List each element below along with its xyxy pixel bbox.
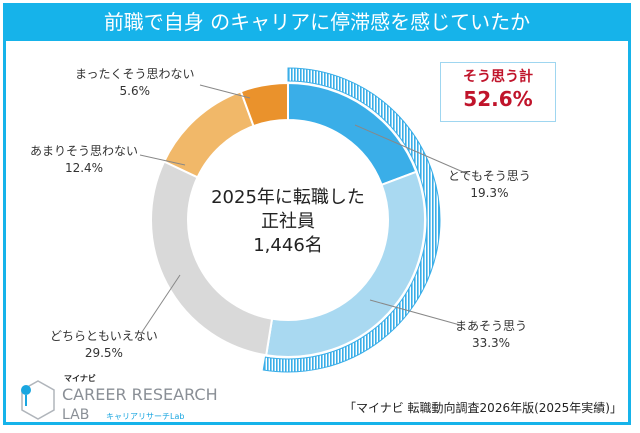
- summary-arc: [262, 67, 441, 373]
- chart-title: 前職で自身 のキャリアに停滞感を感じていたか: [3, 3, 631, 41]
- label-not-at-all: まったくそう思わない 5.6%: [75, 67, 195, 98]
- label-not-much: あまりそう思わない 12.4%: [30, 144, 139, 175]
- leader-line: [139, 274, 181, 336]
- summary-label: そう思う計: [463, 69, 533, 85]
- summary-value: 52.6%: [463, 87, 533, 111]
- logo-sub: キャリアリサーチLab: [106, 412, 185, 421]
- leader-line: [199, 84, 251, 99]
- source-note: 「マイナビ 転職動向調査2026年版(2025年実績)」: [343, 401, 622, 415]
- logo-name: CAREER RESEARCH: [62, 385, 218, 404]
- leader-line: [369, 299, 461, 326]
- logo-name2: LAB: [62, 407, 90, 423]
- slice-not-at-all: [239, 81, 289, 128]
- leader-line: [354, 124, 471, 176]
- label-neutral: どちらともいえない 29.5%: [50, 329, 158, 360]
- center-text: 2025年に転職した 正社員 1,446名: [211, 187, 365, 256]
- logo-cube-icon: [21, 380, 55, 420]
- slice-not-much: [162, 90, 255, 179]
- logo: マイナビ CAREER RESEARCH LAB キャリアリサーチLab: [18, 374, 268, 426]
- summary-box: そう思う計 52.6%: [440, 62, 556, 122]
- label-very-much: とてもそう思う 19.3%: [448, 169, 531, 200]
- leader-line: [139, 154, 186, 166]
- logo-brand: マイナビ: [64, 374, 96, 383]
- label-somewhat: まあそう思う 33.3%: [455, 319, 528, 350]
